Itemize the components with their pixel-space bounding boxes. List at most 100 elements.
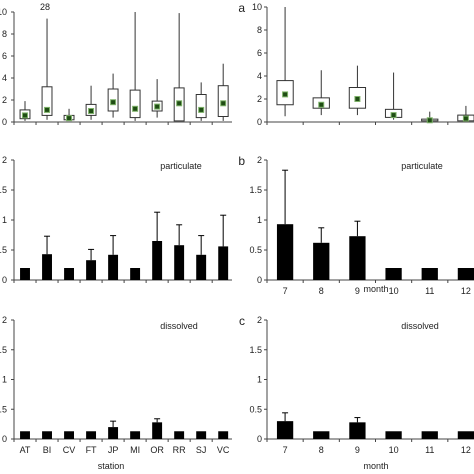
box-FT — [85, 85, 97, 120]
panel-label: particulate — [401, 161, 443, 171]
x-tick-label: 12 — [461, 286, 471, 296]
bar-AT — [20, 268, 30, 280]
panel-right-c: 0 0.5 1 1.5 2 7 8 9 10 11 12 dissolved month — [249, 315, 474, 471]
bar — [42, 431, 52, 439]
y-tick-label: 0 — [257, 434, 262, 444]
mean-marker — [390, 112, 397, 119]
bar-MI — [130, 431, 141, 439]
x-tick-label: JP — [108, 445, 119, 455]
panel-right-b: 0 0.5 1 1.5 2 7 8 9 10 11 12 particulate month — [249, 155, 474, 296]
y-tick-label: 10 — [0, 7, 7, 17]
x-tick-label: MI — [130, 445, 140, 455]
bar — [174, 431, 185, 439]
bar — [385, 431, 402, 439]
bar-8 — [313, 431, 330, 439]
box-RR — [173, 13, 185, 122]
y-tick-label: 0.5 — [249, 245, 262, 255]
box-BI — [41, 18, 53, 120]
bar-SJ — [196, 235, 207, 280]
y-tick-label: 4 — [257, 71, 262, 81]
x-tick-label: 11 — [425, 445, 434, 455]
bar-RR — [174, 224, 185, 280]
mean-marker — [22, 112, 29, 119]
x-tick-label: 11 — [425, 286, 434, 296]
bar-VC — [218, 431, 229, 439]
x-tick-label: VC — [217, 445, 230, 455]
mean-marker — [426, 117, 433, 124]
y-tick-label: 0 — [257, 275, 262, 285]
mean-marker — [110, 99, 117, 106]
mean-marker — [44, 106, 51, 113]
x-tick-label: FT — [86, 445, 97, 455]
mean-marker — [462, 115, 469, 122]
panel-label: dissolved — [160, 321, 198, 331]
bar — [276, 224, 294, 280]
y-tick-label: 8 — [257, 25, 262, 35]
x-tick-label: 10 — [389, 286, 399, 296]
x-tick-label: SJ — [196, 445, 207, 455]
bar-BI — [42, 235, 52, 280]
bar-8 — [313, 227, 330, 280]
bar — [196, 431, 207, 439]
bar — [313, 431, 330, 439]
x-tick-label: 12 — [461, 445, 471, 455]
panel-letter: c — [239, 314, 245, 328]
y-tick-label: 0.5 — [0, 404, 7, 414]
mean-marker — [198, 106, 205, 113]
y-tick-label: 0 — [2, 275, 7, 285]
bar-CV — [64, 268, 75, 280]
bar-VC — [218, 214, 229, 280]
panel-label: particulate — [160, 161, 202, 171]
bar — [64, 431, 75, 439]
bar-9 — [349, 417, 366, 439]
bar-JP — [108, 420, 119, 439]
mean-marker — [88, 108, 95, 114]
bar — [457, 431, 474, 439]
box-8 — [312, 70, 330, 116]
bar — [385, 268, 402, 280]
bar — [421, 268, 438, 280]
bar-AT — [20, 431, 30, 439]
bar-BI — [42, 431, 52, 439]
y-tick-label: 1.5 — [249, 185, 262, 195]
box-JP — [107, 73, 119, 118]
bar — [349, 236, 366, 280]
y-tick-label: 2 — [257, 94, 262, 104]
y-tick-label: 2 — [257, 315, 262, 325]
y-tick-label: 2 — [2, 315, 7, 325]
y-tick-label: 1 — [257, 215, 262, 225]
outlier-label: 28 — [40, 2, 50, 12]
x-tick-label: 8 — [319, 445, 324, 455]
y-tick-label: 8 — [2, 29, 7, 39]
panel-left-c: 0 0.5 1 1.5 2 AT BI CV FT JP MI OR RR SJ VC c dissolved s… — [0, 314, 245, 471]
box-AT — [19, 101, 31, 121]
y-tick-label: 10 — [252, 2, 262, 12]
panel-right-a: 0 2 4 6 8 10 — [252, 2, 474, 127]
y-tick-label: 1.5 — [249, 345, 262, 355]
bar-7 — [276, 169, 294, 280]
bar — [86, 431, 97, 439]
box-11 — [421, 111, 439, 124]
mean-marker — [318, 101, 325, 108]
x-tick-label: RR — [173, 445, 186, 455]
bar — [349, 422, 366, 439]
y-tick-label: 2 — [2, 95, 7, 105]
y-tick-label: 4 — [2, 73, 7, 83]
x-tick-label: 7 — [283, 286, 288, 296]
x-tick-label: CV — [63, 445, 76, 455]
bar — [42, 254, 52, 280]
x-axis-title: month — [363, 461, 388, 471]
bar — [174, 245, 185, 280]
box-9 — [348, 65, 367, 116]
bar — [457, 268, 474, 280]
y-tick-label: 0 — [2, 434, 7, 444]
x-tick-label: AT — [20, 445, 31, 455]
x-tick-label: 10 — [389, 445, 399, 455]
y-tick-label: 6 — [2, 51, 7, 61]
x-tick-label: 7 — [283, 445, 288, 455]
x-tick-label: OR — [150, 445, 164, 455]
box-10 — [384, 72, 403, 120]
y-tick-label: 1 — [257, 375, 262, 385]
bar — [152, 422, 163, 439]
bar-10 — [385, 431, 402, 439]
